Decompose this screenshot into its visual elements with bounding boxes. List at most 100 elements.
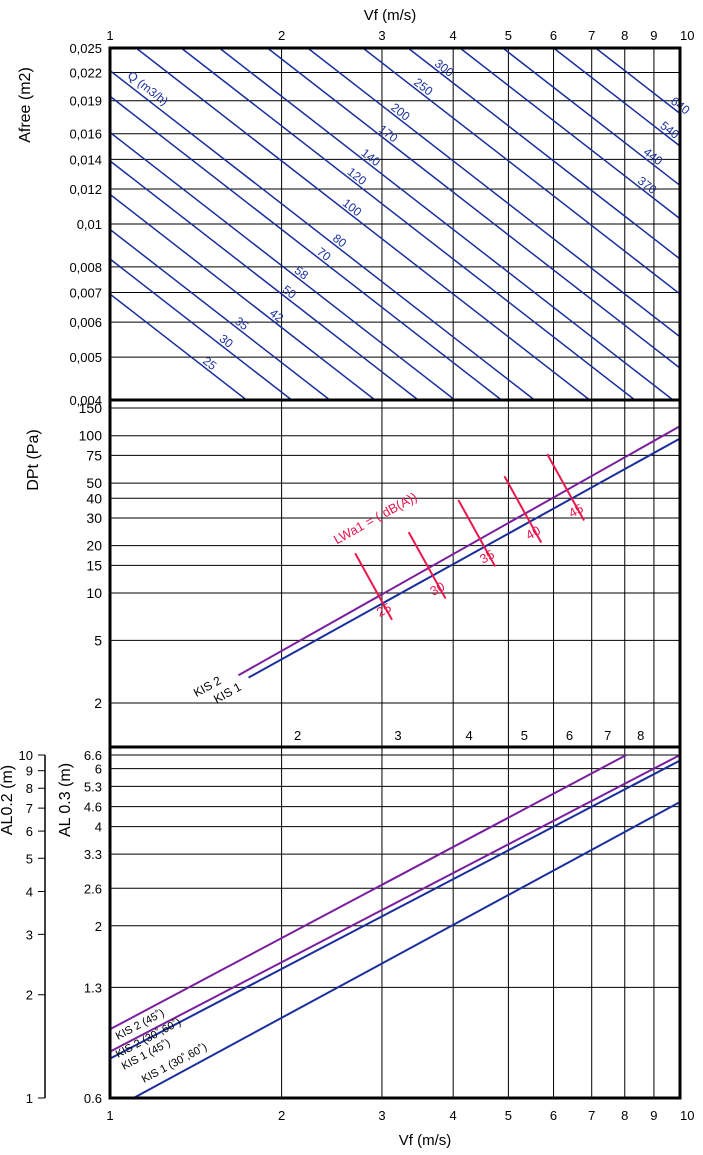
q-line: [109, 95, 502, 401]
al-y-tick-label: 6: [95, 762, 102, 777]
afree-x-tick-label: 7: [588, 28, 595, 43]
dpt-x-tick-label: 2: [294, 728, 301, 743]
dpt-y-tick-label: 100: [79, 428, 103, 444]
kis1-dpt-line: [248, 437, 681, 679]
al-y-tick-label: 6.6: [84, 748, 102, 763]
q-line: [502, 47, 681, 187]
al-line-1: [109, 754, 627, 1031]
noise-mark-label: 30: [427, 579, 447, 599]
q-line: [218, 47, 674, 401]
q-line: [109, 160, 419, 401]
dpt-y-tick-label: 75: [86, 447, 102, 463]
al-y-tick-label: 4.6: [84, 800, 102, 815]
dpt-y-tick-label: 30: [86, 510, 102, 526]
al-y-tick-label: 2.6: [84, 881, 102, 896]
q-label: 30: [217, 332, 236, 351]
q-line: [459, 47, 681, 220]
al02-tick-label: 1: [26, 1091, 33, 1106]
q-label: 100: [340, 196, 365, 220]
afree-y-tick-label: 0,016: [69, 127, 102, 142]
q-line: [109, 258, 293, 401]
q-label: 200: [388, 100, 413, 124]
al-x-tick-label: 10: [680, 1108, 694, 1123]
q-label: 120: [345, 165, 370, 189]
q-line: [362, 47, 681, 295]
dpt-y-axis-title: DPt (Pa): [25, 429, 42, 490]
al02-tick-label: 4: [26, 884, 33, 899]
al-y-tick-label: 2: [95, 919, 102, 934]
al02-tick-label: 3: [26, 927, 33, 942]
al-y-tick-label: 4: [95, 820, 102, 835]
al-x-tick-label: 1: [106, 1108, 113, 1123]
afree-x-tick-label: 3: [378, 28, 385, 43]
q-line: [307, 47, 681, 338]
noise-mark: [407, 531, 447, 600]
q-line: [109, 193, 376, 401]
q-line: [266, 47, 681, 369]
afree-x-tick-label: 8: [621, 28, 628, 43]
q-label: 35: [232, 314, 251, 333]
q-line: [109, 228, 331, 401]
q-label: 540: [658, 118, 683, 142]
noise-mark: [457, 499, 497, 567]
al-x-tick-label: 4: [450, 1108, 457, 1123]
noise-mark-label: 45: [566, 501, 586, 521]
dpt-x-tick-label: 6: [566, 728, 573, 743]
al-line-3: [109, 759, 681, 1060]
al-y-axis-title: AL 0.3 (m): [57, 763, 74, 837]
al-x-tick-label: 5: [505, 1108, 512, 1123]
kis2-dpt-line: [237, 425, 681, 677]
al-y-tick-label: 5.3: [84, 779, 102, 794]
afree-x-axis-title: Vf (m/s): [364, 7, 417, 24]
afree-y-tick-label: 0,007: [69, 286, 102, 301]
afree-x-tick-label: 6: [550, 28, 557, 43]
al02-tick-label: 6: [26, 824, 33, 839]
afree-y-tick-label: 0,014: [69, 152, 102, 167]
afree-y-tick-label: 0,025: [69, 41, 102, 56]
afree-y-tick-label: 0,01: [77, 217, 102, 232]
afree-x-tick-label: 1: [106, 28, 113, 43]
al-line-4: [133, 801, 681, 1099]
afree-x-tick-label: 10: [680, 28, 694, 43]
dpt-y-tick-label: 10: [86, 585, 102, 601]
dpt-y-tick-label: 40: [86, 490, 102, 506]
al02-tick-label: 5: [26, 851, 33, 866]
dpt-y-tick-label: 2: [94, 695, 102, 711]
al02-tick-label: 10: [19, 748, 33, 763]
afree-y-tick-label: 0,019: [69, 94, 102, 109]
al-x-axis-title: Vf (m/s): [399, 1132, 452, 1149]
al02-tick-label: 7: [26, 801, 33, 816]
al-x-tick-label: 3: [378, 1108, 385, 1123]
al-x-tick-label: 8: [621, 1108, 628, 1123]
noise-mark: [354, 552, 393, 621]
q-label: 58: [292, 263, 311, 282]
noise-mark: [503, 475, 543, 544]
q-line: [407, 47, 681, 260]
q-label: 70: [314, 245, 333, 264]
al-y-tick-label: 1.3: [84, 980, 102, 995]
q-label: 370: [635, 174, 660, 198]
q-line: [109, 293, 248, 401]
al-x-tick-label: 7: [588, 1108, 595, 1123]
afree-y-tick-label: 0,022: [69, 66, 102, 81]
al-line-2: [109, 754, 681, 1053]
al02-tick-label: 8: [26, 781, 33, 796]
q-label: 50: [280, 282, 299, 301]
dpt-x-tick-label: 5: [521, 728, 528, 743]
afree-y-tick-label: 0,012: [69, 182, 102, 197]
q-line: [595, 47, 681, 115]
q-line: [553, 47, 681, 147]
q-line: [109, 70, 535, 401]
dpt-y-tick-label: 150: [79, 400, 103, 416]
al-x-tick-label: 9: [650, 1108, 657, 1123]
al-y-tick-label: 3.3: [84, 847, 102, 862]
noise-mark-label: 25: [374, 600, 394, 620]
afree-x-tick-label: 9: [650, 28, 657, 43]
dpt-y-tick-label: 50: [86, 475, 102, 491]
q-label: 140: [359, 146, 384, 170]
q-label: 440: [641, 145, 666, 169]
q-lines-group: [109, 47, 681, 401]
q-label: 250: [411, 75, 436, 99]
dpt-y-tick-label: 20: [86, 538, 102, 554]
